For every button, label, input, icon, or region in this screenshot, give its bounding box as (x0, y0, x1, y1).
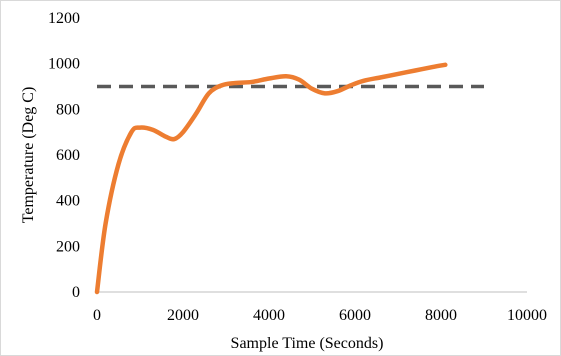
x-tick-label: 6000 (339, 307, 371, 324)
x-axis-title: Sample Time (Seconds) (231, 335, 384, 352)
series-layer (97, 65, 484, 292)
y-tick-label: 400 (56, 193, 80, 210)
y-tick-label: 600 (56, 147, 80, 164)
x-tick-label: 10000 (507, 307, 547, 324)
y-tick-label: 1000 (48, 56, 80, 73)
x-tick-label: 4000 (253, 307, 285, 324)
y-tick-label: 800 (56, 101, 80, 118)
y-tick-label: 0 (72, 284, 80, 301)
y-tick-label: 1200 (48, 10, 80, 27)
x-tick-label: 2000 (167, 307, 199, 324)
y-axis-ticks: 0 200 400 600 800 1000 1200 (48, 10, 80, 301)
x-axis-ticks: 0 2000 4000 6000 8000 10000 (93, 307, 547, 324)
x-tick-label: 0 (93, 307, 101, 324)
y-tick-label: 200 (56, 238, 80, 255)
y-axis-title: Temperature (Deg C) (20, 87, 37, 224)
x-tick-label: 8000 (425, 307, 457, 324)
series-temperature-line (97, 65, 445, 292)
